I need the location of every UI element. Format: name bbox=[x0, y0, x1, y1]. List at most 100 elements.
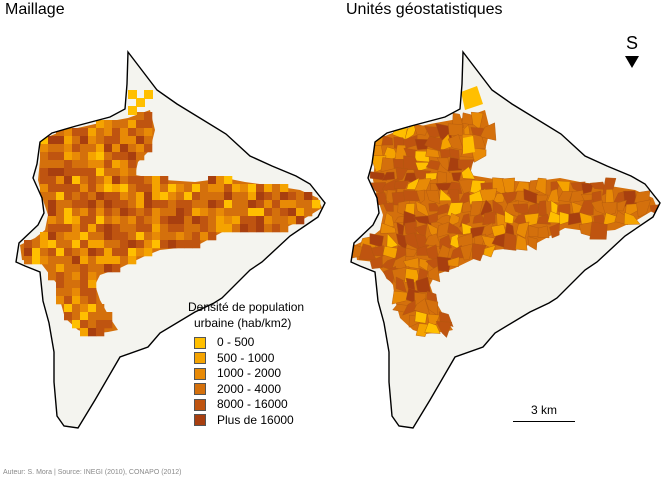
grid-cell bbox=[192, 240, 201, 249]
grid-cell bbox=[120, 216, 129, 225]
grid-cell bbox=[264, 184, 273, 193]
legend-label: 2000 - 4000 bbox=[217, 381, 282, 396]
grid-cell bbox=[112, 128, 121, 137]
grid-cell bbox=[216, 176, 225, 185]
grid-cell bbox=[120, 200, 129, 209]
grid-cell bbox=[128, 200, 137, 209]
grid-cell bbox=[64, 264, 73, 273]
grid-cell bbox=[128, 192, 137, 201]
geostatistical-unit bbox=[578, 199, 594, 215]
geostatistical-unit bbox=[414, 310, 428, 324]
grid-cell bbox=[128, 256, 137, 265]
grid-cell bbox=[72, 216, 81, 225]
grid-cell bbox=[56, 152, 65, 161]
grid-cell bbox=[72, 240, 81, 249]
geostatistical-unit bbox=[386, 233, 399, 250]
geostatistical-unit bbox=[426, 290, 438, 303]
grid-cell bbox=[72, 232, 81, 241]
grid-cell bbox=[128, 90, 137, 99]
grid-cell bbox=[232, 208, 241, 217]
grid-cell bbox=[80, 192, 89, 201]
legend: Densité de population urbaine (hab/km2) … bbox=[186, 299, 304, 428]
grid-cell bbox=[80, 160, 89, 169]
grid-cell bbox=[112, 208, 121, 217]
grid-cell bbox=[80, 248, 89, 257]
grid-cell bbox=[80, 168, 89, 177]
grid-cell bbox=[40, 152, 49, 161]
grid-cell bbox=[256, 192, 265, 201]
grid-cell bbox=[168, 200, 177, 209]
grid-cell bbox=[40, 136, 49, 145]
grid-cell bbox=[112, 176, 121, 185]
grid-cell bbox=[208, 184, 217, 193]
grid-cell bbox=[56, 144, 65, 153]
grid-cell bbox=[264, 208, 273, 217]
grid-cell bbox=[232, 224, 241, 233]
grid-cell bbox=[120, 176, 129, 185]
grid-cell bbox=[88, 288, 97, 297]
grid-cell bbox=[224, 192, 233, 201]
legend-swatch bbox=[194, 367, 206, 380]
grid-cell bbox=[96, 328, 105, 337]
geostatistical-unit bbox=[436, 157, 451, 174]
grid-cell bbox=[80, 272, 89, 281]
grid-cell bbox=[144, 192, 153, 201]
grid-cell bbox=[280, 224, 289, 233]
grid-cell bbox=[80, 328, 89, 337]
geostatistical-unit bbox=[482, 211, 496, 226]
grid-cell bbox=[88, 248, 97, 257]
grid-cell bbox=[112, 192, 121, 201]
grid-cell bbox=[160, 192, 169, 201]
grid-cell bbox=[120, 184, 129, 193]
grid-cell bbox=[120, 168, 129, 177]
grid-cell bbox=[112, 144, 121, 153]
grid-cell bbox=[120, 136, 129, 145]
grid-cell bbox=[144, 136, 153, 145]
grid-cell bbox=[112, 160, 121, 169]
legend-item: 2000 - 4000 bbox=[194, 382, 304, 398]
grid-cell bbox=[96, 200, 105, 209]
geostatistical-unit bbox=[527, 236, 538, 251]
grid-cell bbox=[208, 192, 217, 201]
grid-cell bbox=[200, 184, 209, 193]
grid-cell bbox=[240, 192, 249, 201]
grid-cell bbox=[144, 216, 153, 225]
grid-cell bbox=[64, 208, 73, 217]
grid-cell bbox=[40, 176, 49, 185]
grid-cell bbox=[152, 216, 161, 225]
grid-cell bbox=[272, 216, 281, 225]
grid-cell bbox=[192, 184, 201, 193]
grid-cell bbox=[88, 184, 97, 193]
grid-cell bbox=[136, 176, 145, 185]
grid-cell bbox=[120, 224, 129, 233]
grid-cell bbox=[88, 152, 97, 161]
grid-cell bbox=[184, 184, 193, 193]
grid-cell bbox=[96, 160, 105, 169]
legend-swatch bbox=[194, 352, 206, 365]
grid-cell bbox=[272, 200, 281, 209]
geostatistical-unit bbox=[601, 201, 618, 217]
grid-cell bbox=[224, 224, 233, 233]
geostatistical-unit bbox=[463, 136, 475, 154]
grid-cell bbox=[264, 200, 273, 209]
grid-cell bbox=[80, 176, 89, 185]
grid-cell bbox=[104, 312, 113, 321]
grid-cell bbox=[160, 200, 169, 209]
grid-cell bbox=[80, 152, 89, 161]
grid-cell bbox=[64, 192, 73, 201]
grid-cell bbox=[64, 152, 73, 161]
grid-cell bbox=[200, 192, 209, 201]
grid-cell bbox=[56, 248, 65, 257]
grid-cell bbox=[104, 144, 113, 153]
grid-cell bbox=[184, 208, 193, 217]
grid-cell bbox=[128, 144, 137, 153]
grid-cell bbox=[216, 224, 225, 233]
grid-cell bbox=[80, 264, 89, 273]
grid-cell bbox=[80, 280, 89, 289]
grid-cell bbox=[88, 264, 97, 273]
grid-cell bbox=[208, 224, 217, 233]
grid-cell bbox=[288, 200, 297, 209]
grid-cell bbox=[80, 256, 89, 265]
grid-cell bbox=[200, 208, 209, 217]
grid-cell bbox=[48, 208, 57, 217]
